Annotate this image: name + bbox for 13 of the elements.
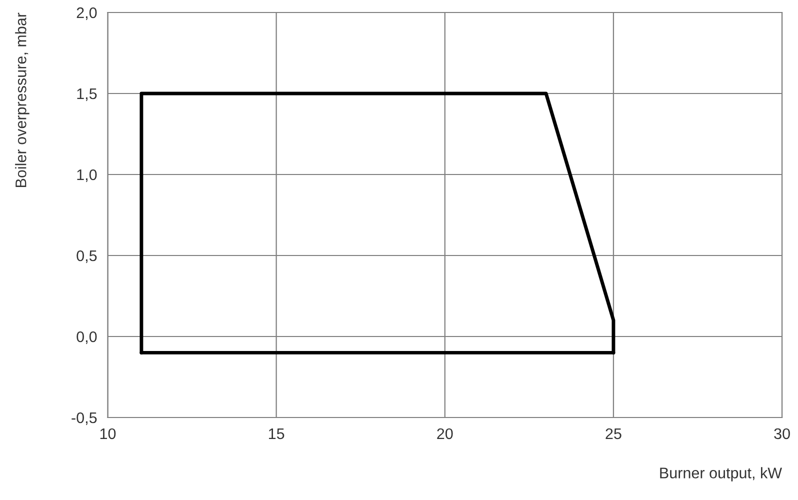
y-tick-label: 0,0 (76, 331, 97, 344)
y-axis-title: Boiler overpressure, mbar (15, 12, 30, 187)
y-tick-label: 0,5 (76, 250, 97, 263)
x-tick-label: 20 (437, 428, 453, 440)
x-tick-label: 15 (268, 428, 284, 440)
y-tick-label: 1,0 (77, 169, 97, 182)
x-axis-title: Burner output, kW (660, 467, 782, 482)
x-tick-label: 10 (100, 428, 116, 440)
x-tick-label: 30 (774, 428, 790, 440)
y-tick-label: 1,5 (77, 88, 97, 101)
x-tick-label: 25 (606, 428, 622, 440)
y-tick-label: 2,0 (76, 7, 97, 20)
y-tick-label: -0,5 (72, 412, 97, 425)
